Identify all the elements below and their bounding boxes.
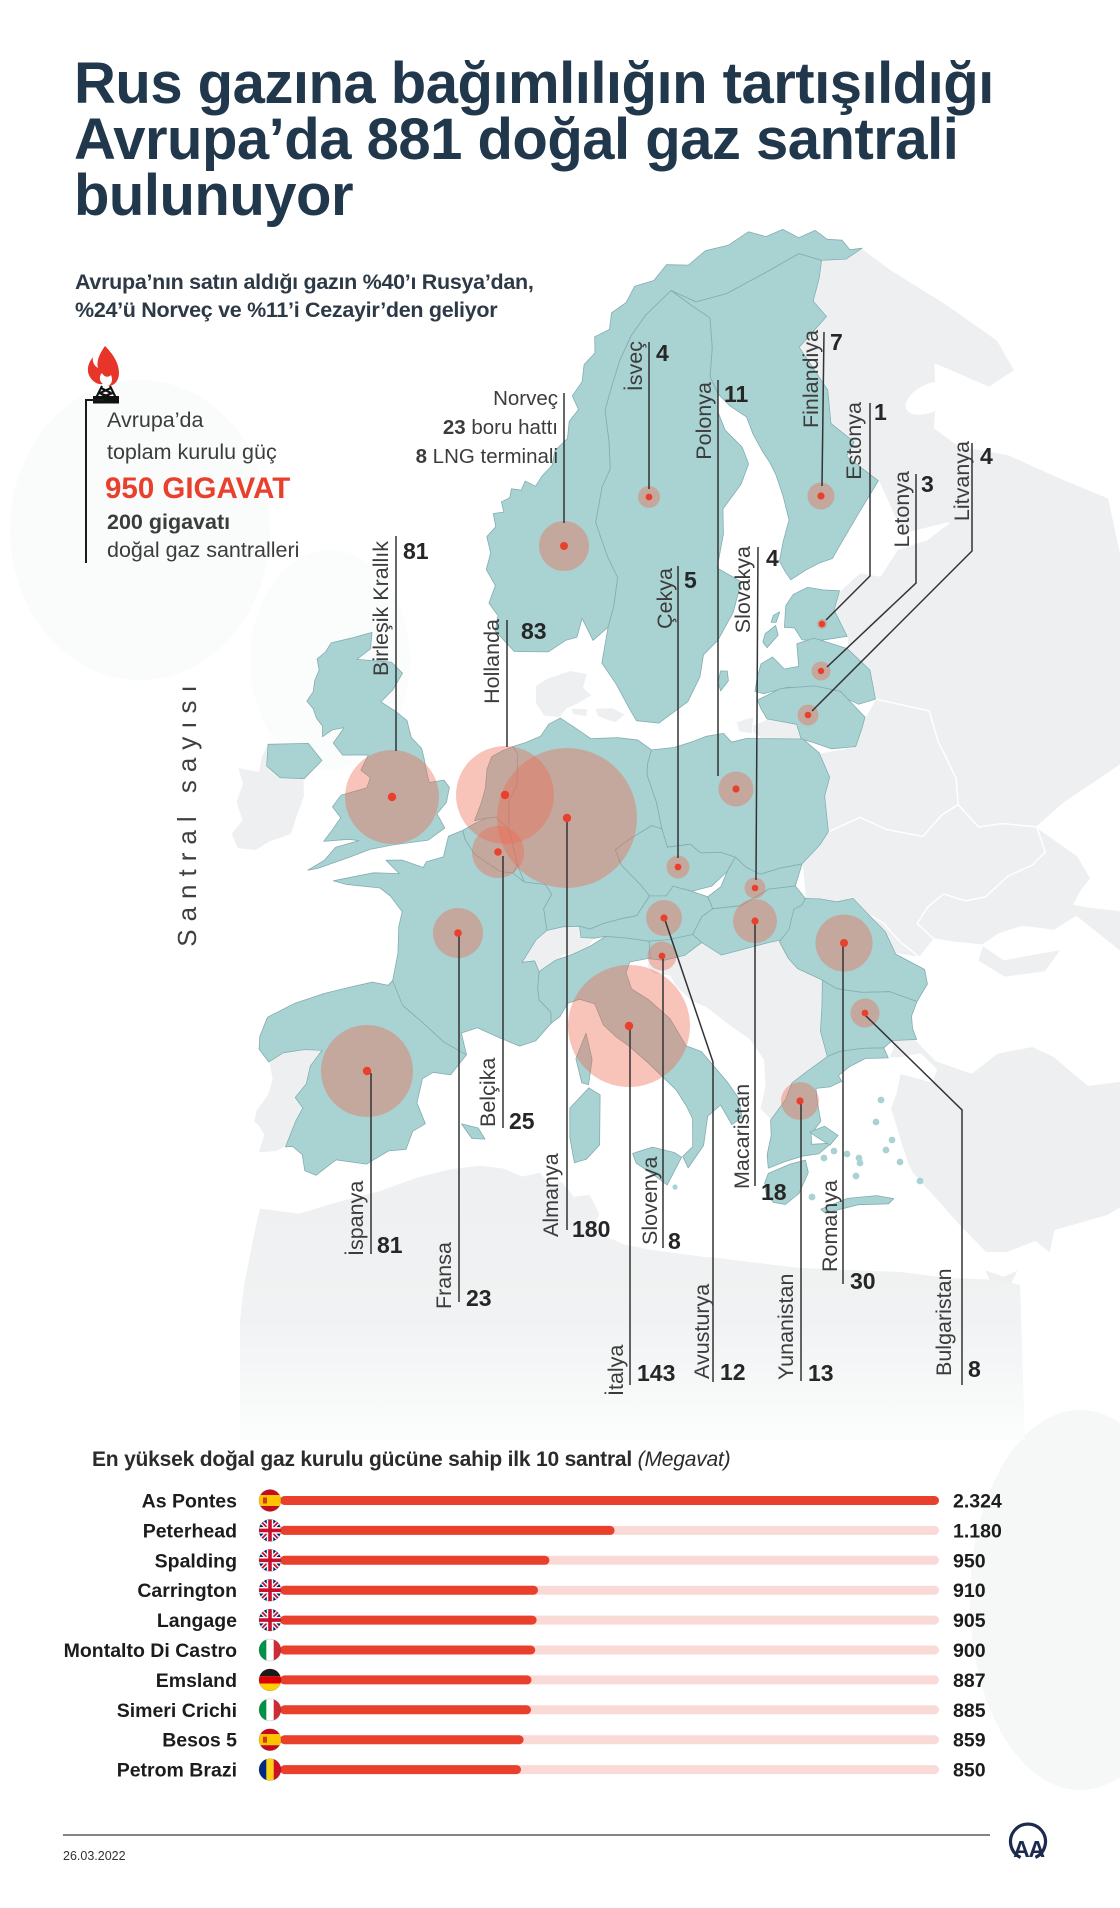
svg-text:Fransa: Fransa — [432, 1242, 456, 1309]
svg-text:885: 885 — [953, 1700, 986, 1722]
svg-text:İtalya: İtalya — [604, 1345, 628, 1396]
svg-text:Romanya: Romanya — [818, 1180, 842, 1272]
svg-text:Besos 5: Besos 5 — [162, 1730, 237, 1752]
svg-text:İsveç: İsveç — [623, 341, 647, 391]
svg-text:910: 910 — [953, 1580, 986, 1602]
svg-text:toplam kurulu güç: toplam kurulu güç — [107, 440, 277, 464]
svg-text:Slovakya: Slovakya — [731, 546, 755, 633]
svg-text:83: 83 — [521, 618, 547, 644]
svg-text:13: 13 — [808, 1360, 834, 1386]
svg-text:4: 4 — [980, 443, 993, 469]
svg-text:AA: AA — [1013, 1836, 1044, 1862]
svg-text:Finlandiya: Finlandiya — [799, 330, 823, 428]
svg-text:1.180: 1.180 — [953, 1520, 1002, 1542]
svg-text:Belçika: Belçika — [476, 1058, 500, 1127]
svg-text:8 LNG terminali: 8 LNG terminali — [416, 445, 558, 468]
svg-text:2.324: 2.324 — [953, 1491, 1002, 1513]
svg-text:As Pontes: As Pontes — [142, 1491, 238, 1513]
svg-text:Çekya: Çekya — [653, 568, 677, 629]
svg-text:Yunanistan: Yunanistan — [774, 1274, 798, 1380]
svg-text:bulunuyor: bulunuyor — [74, 163, 353, 228]
svg-text:18: 18 — [761, 1179, 787, 1205]
svg-text:Emsland: Emsland — [156, 1670, 237, 1692]
svg-text:143: 143 — [637, 1360, 675, 1386]
svg-text:doğal gaz santralleri: doğal gaz santralleri — [107, 538, 299, 562]
svg-text:Bulgaristan: Bulgaristan — [932, 1268, 956, 1376]
svg-text:Polonya: Polonya — [692, 382, 716, 460]
svg-text:1: 1 — [874, 399, 887, 425]
svg-text:81: 81 — [377, 1232, 403, 1258]
svg-text:Peterhead: Peterhead — [143, 1520, 237, 1542]
svg-text:Spalding: Spalding — [155, 1550, 237, 1572]
svg-text:Simeri Crichi: Simeri Crichi — [117, 1700, 237, 1722]
svg-text:25: 25 — [509, 1108, 535, 1134]
svg-text:Estonya: Estonya — [842, 402, 866, 480]
svg-text:Avusturya: Avusturya — [690, 1284, 714, 1379]
svg-text:850: 850 — [953, 1760, 986, 1782]
svg-text:900: 900 — [953, 1640, 986, 1662]
svg-text:Avrupa’nın satın aldığı gazın: Avrupa’nın satın aldığı gazın %40’ı Rusy… — [75, 270, 534, 294]
svg-text:%24’ü Norveç ve %11’i Cezayir’: %24’ü Norveç ve %11’i Cezayir’den geliyo… — [75, 298, 498, 322]
svg-text:8: 8 — [668, 1228, 681, 1254]
svg-text:Avrupa’da 881 doğal gaz santra: Avrupa’da 881 doğal gaz santrali — [74, 107, 958, 172]
svg-text:23 boru hattı: 23 boru hattı — [443, 416, 558, 439]
svg-text:Montalto Di Castro: Montalto Di Castro — [64, 1640, 237, 1662]
svg-text:7: 7 — [830, 329, 843, 355]
svg-text:859: 859 — [953, 1730, 986, 1752]
svg-text:Slovenya: Slovenya — [638, 1157, 662, 1245]
svg-text:81: 81 — [403, 538, 429, 564]
svg-text:23: 23 — [466, 1285, 492, 1311]
svg-text:Litvanya: Litvanya — [950, 441, 974, 521]
svg-text:Macaristan: Macaristan — [730, 1084, 754, 1189]
svg-text:11: 11 — [724, 381, 749, 407]
svg-text:Rus gazına bağımlılığın tartış: Rus gazına bağımlılığın tartışıldığı — [74, 51, 994, 116]
svg-text:30: 30 — [850, 1268, 876, 1294]
svg-text:Avrupa’da: Avrupa’da — [107, 408, 203, 432]
svg-text:Almanya: Almanya — [539, 1153, 563, 1237]
svg-text:Norveç: Norveç — [493, 387, 558, 410]
svg-text:Langage: Langage — [157, 1610, 237, 1632]
svg-text:Carrington: Carrington — [137, 1580, 237, 1602]
svg-text:Petrom Brazi: Petrom Brazi — [117, 1760, 237, 1782]
svg-text:905: 905 — [953, 1610, 986, 1632]
svg-text:Letonya: Letonya — [890, 471, 914, 548]
svg-text:12: 12 — [720, 1359, 746, 1385]
svg-text:5: 5 — [684, 567, 697, 593]
svg-text:26.03.2022: 26.03.2022 — [63, 1849, 126, 1863]
svg-text:Birleşik Krallık: Birleşik Krallık — [369, 541, 393, 676]
svg-text:887: 887 — [953, 1670, 986, 1692]
svg-text:950 GIGAVAT: 950 GIGAVAT — [105, 472, 290, 505]
svg-text:950: 950 — [953, 1550, 986, 1572]
svg-text:8: 8 — [968, 1356, 981, 1382]
svg-text:Santral sayısı: Santral sayısı — [172, 677, 202, 947]
svg-text:İspanya: İspanya — [344, 1181, 368, 1256]
svg-text:En yüksek doğal gaz kurulu güc: En yüksek doğal gaz kurulu gücüne sahip … — [92, 1448, 730, 1471]
svg-text:4: 4 — [766, 545, 779, 571]
svg-text:3: 3 — [921, 471, 934, 497]
svg-text:180: 180 — [572, 1216, 610, 1242]
svg-text:Hollanda: Hollanda — [480, 619, 504, 704]
svg-text:4: 4 — [656, 340, 669, 366]
svg-text:200 gigavatı: 200 gigavatı — [107, 510, 230, 534]
